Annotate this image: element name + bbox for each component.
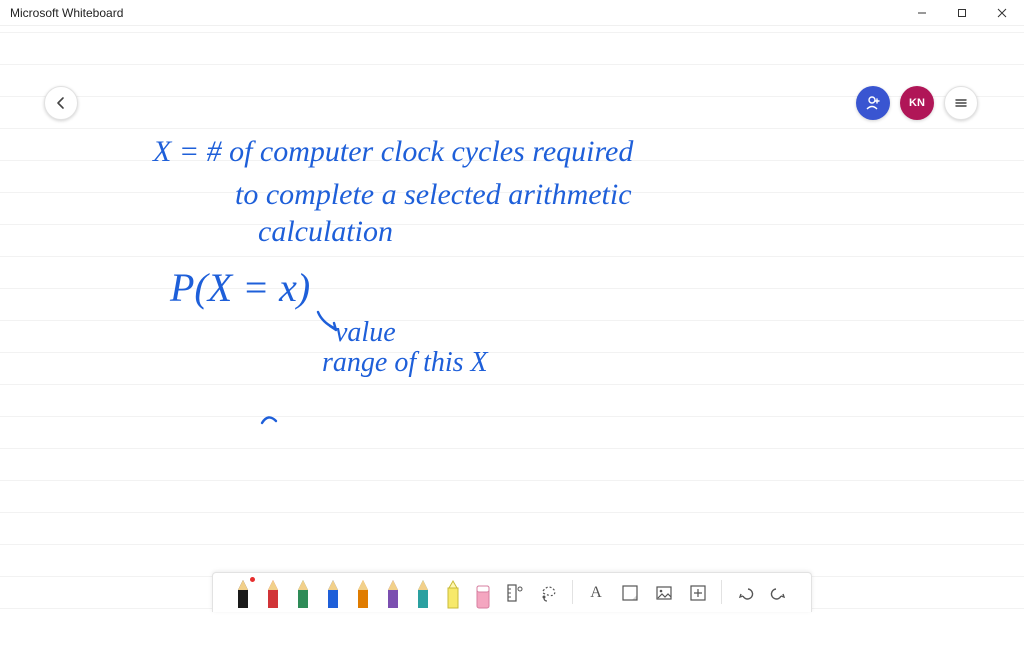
- add-tool[interactable]: [685, 576, 711, 610]
- close-button[interactable]: [982, 0, 1022, 26]
- pen-green[interactable]: [292, 576, 314, 610]
- user-avatar[interactable]: KN: [900, 86, 934, 120]
- arrow-left-icon: [54, 96, 68, 110]
- text-tool[interactable]: A: [583, 576, 609, 610]
- undo-button[interactable]: [732, 576, 758, 610]
- bottom-toolbar: A: [212, 572, 812, 612]
- pen-purple[interactable]: [382, 576, 404, 610]
- invite-button[interactable]: [856, 86, 890, 120]
- pen-blue[interactable]: [322, 576, 344, 610]
- pen-red[interactable]: [262, 576, 284, 610]
- undo-icon: [736, 584, 754, 602]
- avatar-initials: KN: [909, 97, 925, 109]
- whiteboard-canvas[interactable]: KN .hw { font-family: "Segoe Script","Co…: [0, 26, 1024, 612]
- maximize-button[interactable]: [942, 0, 982, 26]
- note-tool[interactable]: [617, 576, 643, 610]
- minimize-button[interactable]: [902, 0, 942, 26]
- settings-menu-button[interactable]: [944, 86, 978, 120]
- note-icon: [621, 584, 639, 602]
- hamburger-icon: [954, 96, 968, 110]
- redo-icon: [770, 584, 788, 602]
- image-icon: [655, 584, 673, 602]
- ruler-tool[interactable]: [502, 576, 528, 610]
- pen-teal[interactable]: [412, 576, 434, 610]
- ruler-icon: [505, 583, 525, 603]
- redo-button[interactable]: [766, 576, 792, 610]
- pen-black[interactable]: [232, 576, 254, 610]
- lasso-tool[interactable]: [536, 576, 562, 610]
- pen-orange[interactable]: [352, 576, 374, 610]
- text-icon: A: [590, 584, 602, 602]
- eraser-tool[interactable]: [472, 576, 494, 610]
- toolbar-divider: [572, 580, 573, 604]
- highlighter-tool[interactable]: [442, 576, 464, 610]
- person-icon: [865, 95, 881, 111]
- lasso-icon: [539, 583, 559, 603]
- titlebar: Microsoft Whiteboard: [0, 0, 1024, 26]
- image-tool[interactable]: [651, 576, 677, 610]
- plus-box-icon: [689, 584, 707, 602]
- window-title: Microsoft Whiteboard: [10, 6, 902, 20]
- back-button[interactable]: [44, 86, 78, 120]
- toolbar-divider-2: [721, 580, 722, 604]
